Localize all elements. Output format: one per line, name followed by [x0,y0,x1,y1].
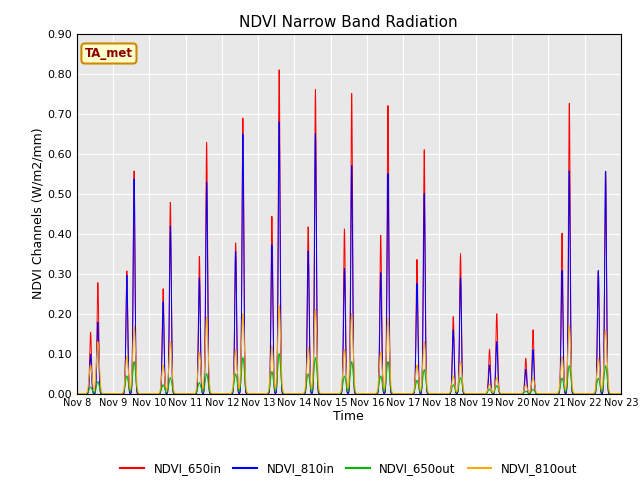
Line: NDVI_650out: NDVI_650out [77,354,621,394]
NDVI_810in [507,391,515,396]
Line: NDVI_650in: NDVI_650in [77,70,621,394]
NDVI_650in [275,67,283,73]
NDVI_810out [569,388,577,394]
NDVI_810out [376,350,384,356]
NDVI_810out [365,391,372,396]
NDVI_810out [584,391,592,396]
Line: NDVI_810out: NDVI_810out [77,306,621,394]
NDVI_810out [73,391,81,396]
NDVI_650in [507,391,515,396]
X-axis label: Time: Time [333,410,364,423]
NDVI_810out [225,391,232,396]
NDVI_810in [376,276,384,282]
NDVI_650out [617,391,625,396]
Legend: NDVI_650in, NDVI_810in, NDVI_650out, NDVI_810out: NDVI_650in, NDVI_810in, NDVI_650out, NDV… [116,457,582,480]
NDVI_810in [275,119,283,125]
NDVI_650out [275,351,283,357]
NDVI_650out [376,373,384,379]
NDVI_650in [617,391,625,396]
NDVI_810in [584,391,592,396]
NDVI_810out [507,391,515,396]
NDVI_650out [569,389,577,395]
NDVI_810in [225,391,232,396]
NDVI_810in [617,391,625,396]
NDVI_650out [507,391,515,396]
NDVI_810in [569,391,577,396]
NDVI_650in [376,240,384,246]
NDVI_650in [365,391,372,396]
NDVI_650in [569,391,577,396]
NDVI_650out [225,391,232,396]
Y-axis label: NDVI Channels (W/m2/mm): NDVI Channels (W/m2/mm) [31,128,44,300]
Title: NDVI Narrow Band Radiation: NDVI Narrow Band Radiation [239,15,458,30]
NDVI_810out [275,303,283,309]
Text: TA_met: TA_met [85,47,133,60]
NDVI_810out [617,391,625,396]
NDVI_650in [584,391,592,396]
NDVI_650out [73,391,81,396]
NDVI_650in [73,391,81,396]
NDVI_650out [584,391,592,396]
NDVI_810in [365,391,372,396]
NDVI_810in [73,391,81,396]
Line: NDVI_810in: NDVI_810in [77,122,621,394]
NDVI_650in [225,391,232,396]
NDVI_650out [365,391,372,396]
